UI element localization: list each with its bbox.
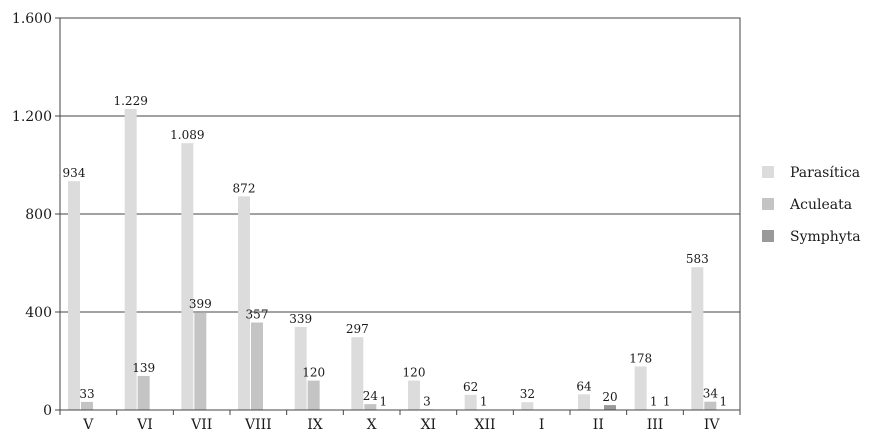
data-label: 120 bbox=[403, 366, 426, 380]
data-label: 3 bbox=[423, 394, 431, 408]
bar bbox=[364, 404, 377, 410]
x-tick-label: XII bbox=[474, 417, 495, 433]
bars bbox=[68, 108, 730, 411]
data-label: 339 bbox=[289, 312, 312, 326]
data-label: 1 bbox=[650, 395, 658, 409]
bar bbox=[181, 143, 194, 410]
data-label: 1 bbox=[480, 395, 488, 409]
x-tick-label: XI bbox=[421, 417, 437, 433]
x-tick-label: X bbox=[367, 417, 377, 433]
data-labels: 9341.2291.089872339297120623264178583331… bbox=[63, 94, 728, 409]
y-tick-label: 800 bbox=[25, 207, 52, 223]
gridlines bbox=[60, 115, 740, 313]
data-label: 1 bbox=[380, 395, 388, 409]
data-label: 34 bbox=[703, 387, 719, 401]
data-label: 139 bbox=[132, 361, 155, 375]
x-tick-label: IV bbox=[704, 417, 721, 433]
data-label: 64 bbox=[576, 379, 592, 393]
y-tick-label: 400 bbox=[25, 305, 52, 321]
bar bbox=[464, 394, 477, 410]
data-label: 1 bbox=[720, 395, 728, 409]
data-label: 120 bbox=[302, 366, 325, 380]
bar bbox=[294, 326, 307, 410]
data-label: 297 bbox=[346, 322, 369, 336]
data-label: 583 bbox=[686, 252, 709, 266]
x-tick-label: VI bbox=[136, 417, 153, 433]
data-label: 62 bbox=[463, 380, 478, 394]
bar bbox=[578, 394, 590, 410]
legend-entry: Aculeata bbox=[789, 197, 852, 213]
legend: Parasítica Aculeata Symphyta bbox=[762, 165, 861, 245]
data-label: 1 bbox=[663, 395, 671, 409]
y-tick-label: 1.600 bbox=[12, 11, 52, 27]
x-tick-label: II bbox=[593, 417, 604, 433]
data-label: 178 bbox=[629, 351, 652, 365]
bar bbox=[307, 380, 320, 410]
legend-entry: Parasítica bbox=[790, 165, 860, 181]
data-label: 934 bbox=[63, 166, 86, 180]
bar bbox=[68, 181, 80, 410]
legend-swatch bbox=[762, 230, 774, 242]
bar bbox=[604, 405, 616, 410]
bar bbox=[238, 196, 250, 410]
data-label: 357 bbox=[246, 308, 269, 322]
bar bbox=[137, 375, 150, 410]
x-tick-label: I bbox=[539, 417, 545, 433]
x-tick-label: V bbox=[82, 417, 94, 433]
bar bbox=[521, 402, 534, 410]
bar bbox=[124, 108, 137, 411]
bar bbox=[194, 312, 207, 410]
y-tick-label: 1.200 bbox=[12, 109, 52, 125]
x-tick-label: III bbox=[647, 417, 664, 433]
y-tick-label: 0 bbox=[43, 403, 52, 419]
legend-entry: Symphyta bbox=[790, 229, 861, 245]
data-label: 872 bbox=[233, 181, 256, 195]
bar bbox=[408, 380, 420, 410]
data-label: 1.089 bbox=[170, 128, 204, 142]
data-label: 20 bbox=[602, 390, 617, 404]
data-label: 33 bbox=[79, 387, 94, 401]
bar bbox=[351, 337, 364, 410]
bar bbox=[251, 322, 263, 410]
bar bbox=[81, 401, 93, 410]
bar bbox=[691, 267, 704, 410]
legend-swatch bbox=[762, 166, 774, 178]
data-label: 1.229 bbox=[113, 94, 147, 108]
x-tick-label: IX bbox=[307, 417, 323, 433]
legend-swatch bbox=[762, 198, 774, 210]
x-tick-label: VIII bbox=[244, 417, 272, 433]
data-label: 32 bbox=[520, 387, 535, 401]
x-tick-label: VII bbox=[190, 417, 212, 433]
data-label: 399 bbox=[189, 297, 212, 311]
bar bbox=[704, 401, 717, 410]
data-label: 24 bbox=[363, 389, 379, 403]
bar bbox=[634, 366, 647, 410]
